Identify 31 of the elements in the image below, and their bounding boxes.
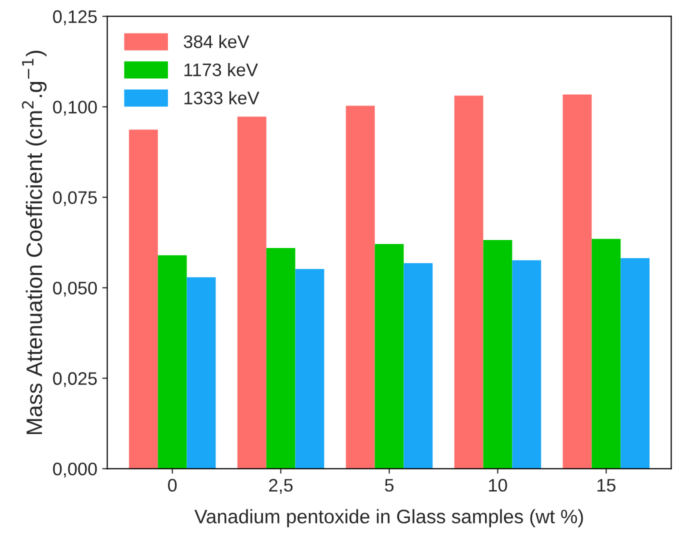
bar [454,96,484,469]
bar [512,260,542,469]
bar [186,277,216,469]
legend-label: 384 keV [184,34,250,48]
x-tick-label: 2,5 [269,478,293,494]
x-axis-title: Vanadium pentoxide in Glass samples (wt %) [194,509,583,528]
bar [295,268,324,469]
bar [266,248,296,469]
legend-label: 1173 keV [184,62,258,76]
y-tick-label: 0,075 [53,191,97,206]
bar [128,130,158,469]
y-axis-title: Mass Attenuation Coefficient (cm$^{2}$.g$^{−1}$) [22,50,47,434]
bar [562,94,592,469]
bar [237,116,266,469]
x-tick-label: 0 [168,478,177,492]
bar [158,255,187,469]
bar [346,106,375,469]
y-tick-label: 0,000 [53,462,97,478]
y-tick-label: 0,025 [53,372,97,388]
x-tick-label: 5 [384,479,394,492]
legend-label: 1333 keV [184,91,260,104]
bar [620,258,650,469]
x-tick-label: 15 [598,479,616,492]
y-tick-label: 0,125 [53,10,97,26]
y-tick-label: 0,050 [53,282,97,297]
y-tick-label: 0,100 [53,100,97,116]
bar [374,244,404,469]
bar [592,238,621,469]
x-tick-label: 10 [489,478,508,492]
bar [404,263,433,469]
bar [483,240,512,469]
